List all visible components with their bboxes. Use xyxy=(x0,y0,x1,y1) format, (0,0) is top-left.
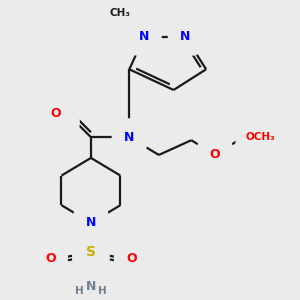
Text: N: N xyxy=(124,131,134,144)
Text: OCH₃: OCH₃ xyxy=(244,136,271,145)
Text: N: N xyxy=(180,30,190,43)
Text: H: H xyxy=(75,286,83,296)
Text: O: O xyxy=(126,252,137,265)
Text: O: O xyxy=(57,110,67,123)
Text: O: O xyxy=(45,252,56,265)
Text: OCH₃: OCH₃ xyxy=(246,132,276,142)
Text: H: H xyxy=(98,286,107,296)
Text: O: O xyxy=(51,107,62,120)
Text: N: N xyxy=(86,280,96,293)
Text: N: N xyxy=(139,30,149,43)
Text: S: S xyxy=(86,245,96,260)
Text: N: N xyxy=(86,216,96,230)
Text: CH₃: CH₃ xyxy=(110,8,131,18)
Text: O: O xyxy=(210,148,220,161)
